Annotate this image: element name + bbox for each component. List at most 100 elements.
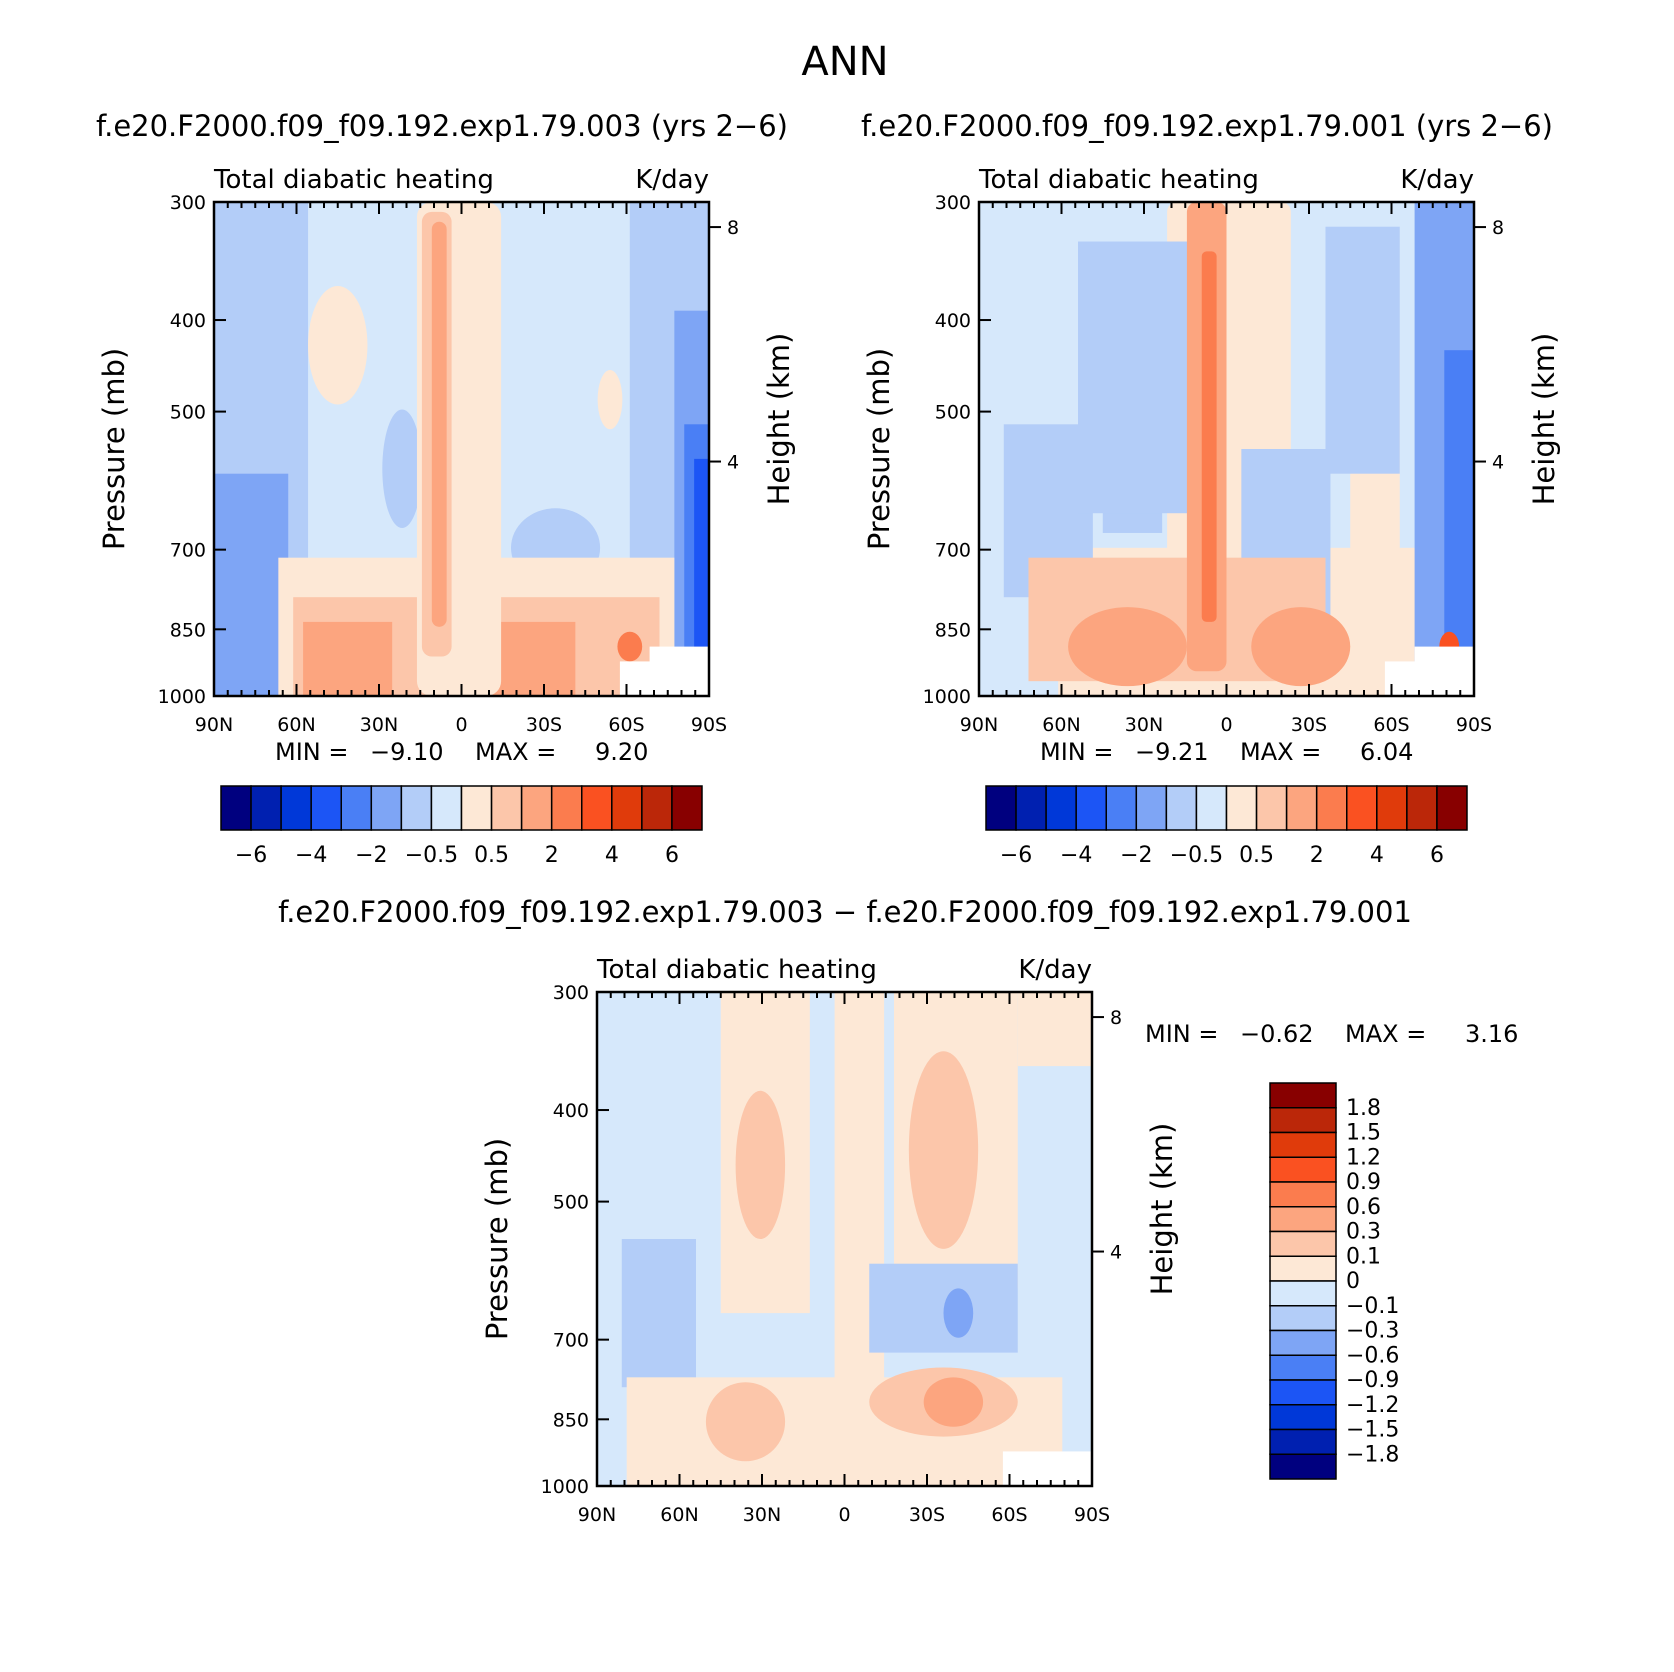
- x-tick-label: 90N: [578, 1504, 616, 1526]
- max-value: 6.04: [1360, 738, 1413, 766]
- colorbar-box: [581, 785, 613, 831]
- colorbar-box: [1269, 1107, 1337, 1134]
- left-label: Total diabatic heating: [978, 165, 1259, 195]
- field-band: [694, 458, 709, 667]
- x-tick-label: 30S: [909, 1504, 945, 1526]
- y-tick-label: 1000: [541, 1476, 589, 1498]
- field-blob: [308, 285, 368, 405]
- y-tick-label: 500: [553, 1192, 589, 1214]
- colorbar-box: [611, 785, 643, 831]
- field-blob: [597, 369, 623, 430]
- colorbar-label: 2: [545, 843, 559, 868]
- field-band: [1017, 992, 1092, 1067]
- y-tick-label: 700: [170, 540, 206, 562]
- colorbar-label: 4: [1370, 843, 1384, 868]
- x-tick-label: 90N: [960, 714, 998, 736]
- colorbar-label: −2: [355, 843, 387, 868]
- x-tick-label: 90S: [1456, 714, 1492, 736]
- field-band: [621, 1239, 696, 1388]
- colorbar-box: [1406, 785, 1438, 831]
- colorbar-label: −1.5: [1346, 1418, 1399, 1443]
- y-tick-label: 850: [553, 1409, 589, 1431]
- colorbar-label: −4: [1060, 843, 1092, 868]
- field-missing: [649, 646, 709, 677]
- min-label: MIN =: [1145, 1020, 1218, 1048]
- field-blob: [1068, 607, 1187, 687]
- right-axis-title: Height (km): [762, 333, 796, 506]
- colorbar-box: [370, 785, 403, 831]
- colorbar-box: [550, 785, 583, 831]
- y-axis-title: Pressure (mb): [862, 348, 896, 550]
- min-label: MIN =: [1040, 738, 1113, 766]
- panel-case-003: Total diabatic heating K/day 90N 60N 30N 0 30S…: [97, 165, 796, 868]
- y-tick-label: 400: [935, 310, 971, 332]
- colorbar-box: [1255, 785, 1288, 831]
- x-tick-label: 60S: [608, 714, 644, 736]
- diff-title: f.e20.F2000.f09_f09.192.exp1.79.003 − f.…: [278, 895, 1412, 929]
- colorbar-label: 0.5: [1239, 843, 1274, 868]
- y-tick-label: 850: [170, 619, 206, 641]
- colorbar-box: [1269, 1206, 1337, 1233]
- field-band: [1201, 251, 1217, 622]
- colorbar-label: −2: [1120, 843, 1152, 868]
- colorbar-box: [1269, 1453, 1337, 1480]
- colorbar-label: −1.2: [1346, 1393, 1399, 1418]
- colorbar-box: [1436, 785, 1468, 831]
- height-tick-label: 8: [727, 217, 739, 239]
- colorbar-box: [1269, 1329, 1337, 1356]
- colorbar-box: [1269, 1379, 1337, 1406]
- colorbar-label: −0.6: [1346, 1343, 1399, 1368]
- field-blob: [382, 409, 422, 529]
- colorbar-box: [1269, 1305, 1337, 1332]
- field-blob: [923, 1377, 984, 1427]
- x-tick-label: 90S: [1074, 1504, 1110, 1526]
- y-tick-label: 500: [170, 402, 206, 424]
- y-tick-label: 850: [935, 619, 971, 641]
- colorbar-label: −0.5: [1170, 843, 1223, 868]
- height-tick-label: 8: [1110, 1007, 1122, 1029]
- field-layer: [979, 202, 1474, 696]
- field-blob: [735, 1090, 786, 1239]
- colorbar-label: 0.1: [1346, 1244, 1381, 1269]
- colorbar-box: [1075, 785, 1107, 831]
- colorbar-label: −0.5: [405, 843, 458, 868]
- colorbar-label: 0.6: [1346, 1195, 1381, 1220]
- colorbar-box: [310, 785, 342, 831]
- colorbar-box: [1285, 785, 1318, 831]
- colorbar-box: [1105, 785, 1138, 831]
- colorbar-label: −0.9: [1346, 1368, 1399, 1393]
- field-blob: [908, 1051, 979, 1249]
- max-value: 9.20: [595, 738, 648, 766]
- min-value: −9.21: [1135, 738, 1209, 766]
- x-tick-label: 30N: [1125, 714, 1163, 736]
- colorbar-label: 2: [1310, 843, 1324, 868]
- x-tick-label: 60N: [660, 1504, 698, 1526]
- colorbar-label: 0: [1346, 1269, 1360, 1294]
- field-band: [214, 473, 289, 696]
- x-tick-label: 60S: [1373, 714, 1409, 736]
- y-tick-label: 700: [553, 1330, 589, 1352]
- colorbar-box: [1269, 1131, 1337, 1158]
- colorbar-box: [520, 785, 553, 831]
- max-label: MAX =: [1345, 1020, 1426, 1048]
- colorbar-box: [250, 785, 282, 831]
- colorbar-box: [1269, 1230, 1337, 1257]
- max-label: MAX =: [1240, 738, 1321, 766]
- field-band: [1325, 226, 1400, 474]
- colorbar-box: [1269, 1181, 1337, 1208]
- panel-case-001: Total diabatic heating K/day 90N 60N 30N 0 30S…: [862, 165, 1561, 868]
- colorbar-box: [220, 785, 252, 831]
- colorbar-box: [460, 785, 493, 831]
- x-tick-label: 30N: [743, 1504, 781, 1526]
- x-tick-label: 0: [838, 1504, 850, 1526]
- y-axis-title: Pressure (mb): [97, 348, 131, 550]
- y-tick-label: 700: [935, 540, 971, 562]
- colorbar-box: [1045, 785, 1077, 831]
- min-value: −9.10: [370, 738, 444, 766]
- colorbar-box: [1269, 1156, 1337, 1183]
- colorbar-box: [340, 785, 373, 831]
- right-axis-title: Height (km): [1527, 333, 1561, 506]
- left-label: Total diabatic heating: [213, 165, 494, 195]
- height-tick-label: 4: [1110, 1242, 1122, 1264]
